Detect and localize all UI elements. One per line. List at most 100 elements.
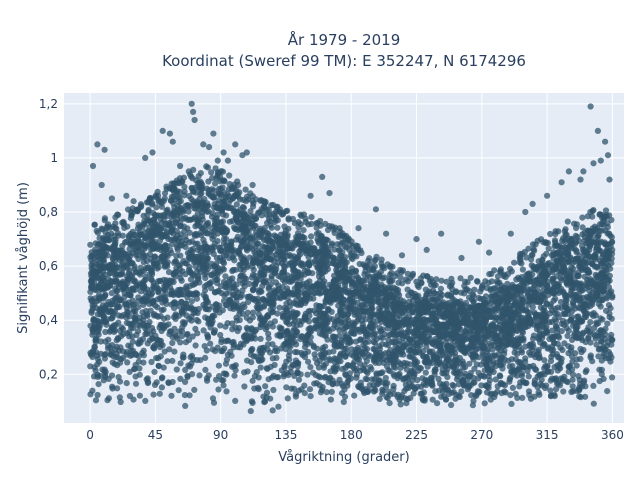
data-point <box>209 245 216 252</box>
data-point <box>280 268 288 275</box>
data-point <box>481 355 488 362</box>
data-point <box>536 280 544 288</box>
data-point <box>286 356 293 363</box>
data-point <box>174 216 181 223</box>
data-point <box>298 333 305 340</box>
data-point <box>144 375 151 382</box>
data-point <box>100 256 107 263</box>
data-point <box>199 199 206 206</box>
data-point <box>386 400 393 407</box>
data-point <box>165 321 172 328</box>
data-point <box>552 375 560 382</box>
data-point <box>553 288 560 295</box>
data-point <box>362 340 369 347</box>
data-point <box>508 400 515 407</box>
data-point <box>526 363 534 370</box>
data-point <box>418 383 425 390</box>
data-point <box>479 328 486 335</box>
data-point <box>161 348 168 355</box>
data-point <box>595 329 602 336</box>
data-point <box>448 336 455 343</box>
data-point <box>173 252 180 260</box>
data-point <box>383 393 390 401</box>
data-point <box>324 325 331 332</box>
data-point <box>544 362 551 369</box>
data-point <box>553 351 560 358</box>
data-point <box>168 228 175 235</box>
data-point <box>573 323 580 330</box>
data-point <box>597 315 604 322</box>
data-point <box>194 330 201 337</box>
data-point <box>460 319 467 326</box>
data-point <box>330 333 337 340</box>
data-point <box>319 254 326 261</box>
data-point <box>423 343 430 350</box>
data-point <box>417 365 424 372</box>
data-point <box>246 293 254 300</box>
data-point <box>220 258 227 266</box>
data-point <box>255 240 262 247</box>
data-point <box>197 223 204 230</box>
data-point <box>604 320 611 327</box>
data-point <box>297 251 304 258</box>
data-point <box>565 251 572 258</box>
data-point <box>377 318 384 326</box>
data-point <box>215 386 222 393</box>
data-point <box>325 306 332 313</box>
data-point <box>523 280 531 287</box>
data-point <box>145 290 152 297</box>
data-point <box>108 301 115 308</box>
data-point <box>422 369 429 376</box>
data-point <box>202 305 209 312</box>
data-point <box>603 248 610 255</box>
data-point <box>198 244 205 251</box>
data-point <box>445 323 452 330</box>
data-point <box>363 309 370 316</box>
data-point <box>489 346 496 353</box>
data-point <box>307 339 314 346</box>
data-point <box>125 232 132 239</box>
data-point <box>316 285 323 292</box>
data-point <box>171 325 178 332</box>
data-point <box>253 232 260 239</box>
data-point <box>456 393 463 401</box>
data-point <box>436 303 443 310</box>
data-point <box>471 323 478 331</box>
data-point <box>274 332 281 339</box>
data-point <box>177 275 184 282</box>
data-point <box>550 339 558 346</box>
data-point <box>204 230 211 237</box>
data-point <box>236 261 243 268</box>
data-point <box>319 354 326 361</box>
data-point <box>146 251 154 258</box>
data-point <box>114 354 121 361</box>
data-point <box>267 291 274 298</box>
data-point <box>199 216 206 223</box>
data-point <box>558 328 565 335</box>
data-point <box>438 321 445 328</box>
data-point <box>547 387 554 394</box>
data-point <box>192 342 199 349</box>
data-point <box>246 280 253 287</box>
data-point <box>111 242 118 249</box>
data-point <box>252 222 259 229</box>
data-point <box>232 397 239 404</box>
data-point <box>311 290 319 297</box>
data-point <box>259 234 266 241</box>
data-point <box>458 388 465 395</box>
data-point <box>313 302 320 309</box>
data-point <box>469 402 476 409</box>
data-point <box>287 334 294 341</box>
data-point <box>225 255 233 262</box>
data-point <box>532 289 539 296</box>
data-point <box>368 366 375 373</box>
data-point <box>282 276 289 283</box>
data-point <box>192 263 199 270</box>
data-point <box>223 246 230 253</box>
data-point <box>102 374 109 381</box>
data-point <box>218 377 225 384</box>
data-point <box>592 296 599 303</box>
data-point <box>541 371 548 378</box>
data-point <box>608 354 615 361</box>
data-point <box>177 360 184 367</box>
